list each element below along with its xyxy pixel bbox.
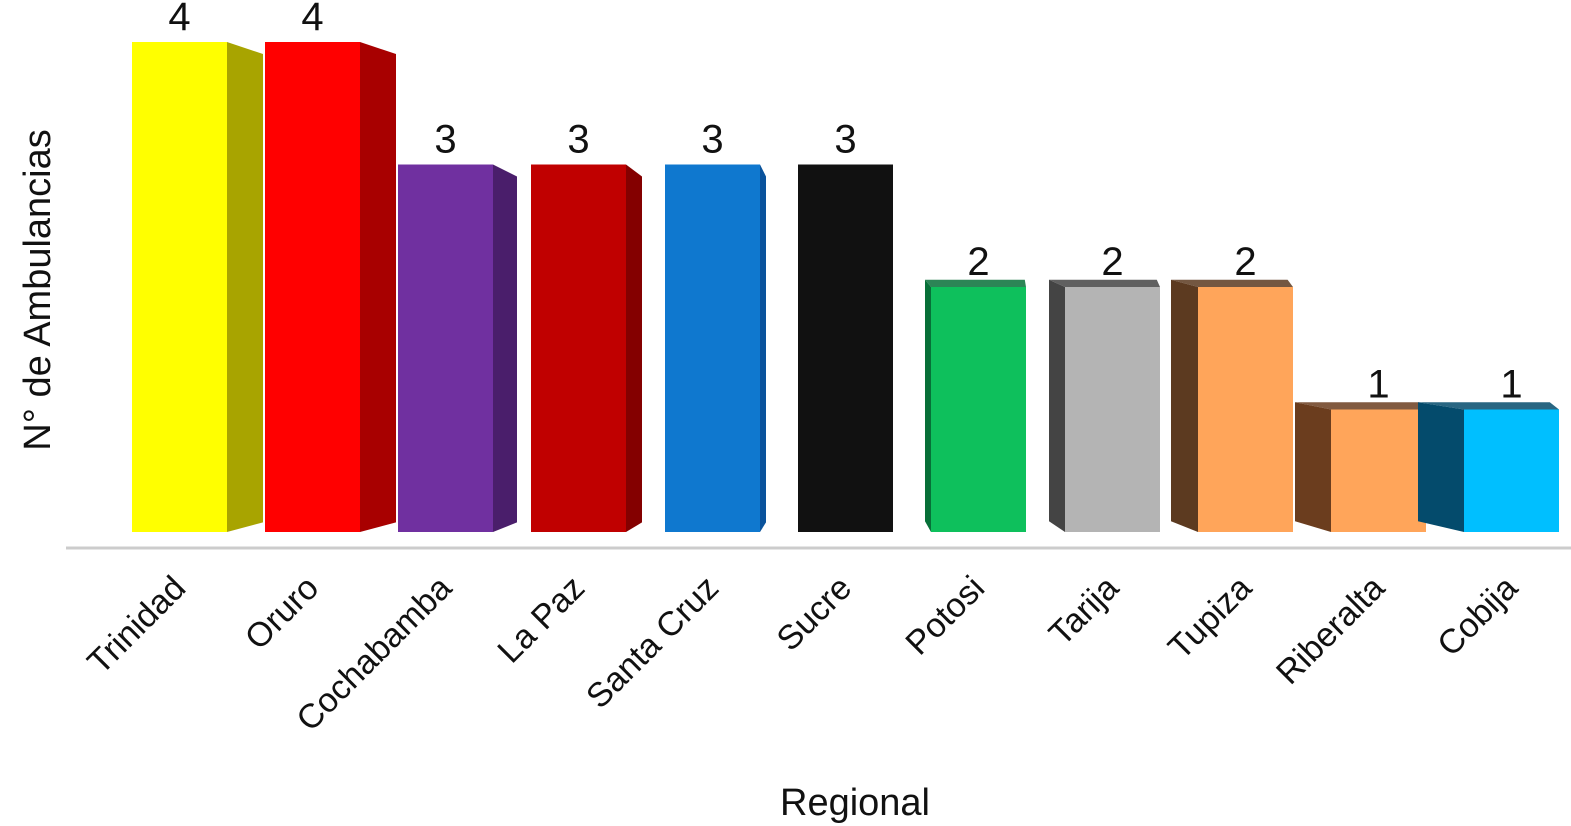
bar-front-face [1065,287,1160,532]
data-label: 4 [168,0,190,39]
x-tick-label: Sucre [769,569,859,659]
bar-side-face [1171,279,1198,532]
bar-side-face [1049,279,1065,532]
x-tick-label: Oruro [238,569,326,657]
bar-oruro [265,42,396,532]
bars-layer [132,42,1559,532]
x-axis-title: Regional [780,782,930,824]
x-tick-label: Tarija [1042,569,1126,653]
x-tick-label: Santa Cruz [579,569,726,716]
bar-side-face [227,42,263,532]
x-tick-label: Tupiza [1161,569,1259,667]
data-label: 3 [567,118,589,162]
data-label: 3 [434,118,456,162]
bar-riberalta [1295,402,1426,532]
data-label: 3 [834,118,856,162]
bar-side-face [925,279,931,532]
x-tick-label: Potosi [898,569,992,663]
bar-front-face [265,42,360,532]
x-tick-label: La Paz [490,569,592,671]
bar-potosi [925,279,1026,532]
bar-front-face [132,42,227,532]
bar-side-face [1295,402,1331,532]
bar-santa-cruz [665,164,766,532]
data-labels-layer: 4 4 3 3 3 3 2 2 2 1 1 [168,0,1522,407]
bar-side-face [360,42,396,532]
data-label: 4 [301,0,323,39]
y-axis-title: N° de Ambulancias [17,129,59,450]
bar-la-paz [531,164,642,532]
bar-side-face [760,164,766,532]
data-label: 1 [1500,363,1522,407]
bar-top-face [1295,402,1426,410]
bar-front-face [1464,409,1559,532]
x-tick-label: Riberalta [1269,569,1392,692]
bar-front-face [531,164,626,532]
x-tick-label: Trinidad [80,569,193,682]
bar-front-face [798,164,893,532]
bar-cobija [1418,402,1559,532]
bar-side-face [626,164,642,532]
bar-front-face [931,287,1026,532]
bar-top-face [1418,402,1559,410]
bar-front-face [1198,287,1293,532]
bar-front-face [398,164,493,532]
bar-side-face [493,164,517,532]
bar-top-face [1171,279,1293,287]
bar-top-face [925,279,1026,287]
bar-front-face [665,164,760,532]
bar-front-face [1331,409,1426,532]
bar-trinidad [132,42,263,532]
bar-cochabamba [398,164,517,532]
data-label: 3 [701,118,723,162]
bar-tarija [1049,279,1160,532]
data-label: 2 [1234,240,1256,284]
x-tick-label: Cobija [1430,569,1525,664]
data-label: 1 [1367,363,1389,407]
bar-side-face [1418,402,1464,532]
bar-sucre [798,164,893,532]
data-label: 2 [967,240,989,284]
data-label: 2 [1101,240,1123,284]
bar-tupiza [1171,279,1293,532]
bar-top-face [1049,279,1160,287]
